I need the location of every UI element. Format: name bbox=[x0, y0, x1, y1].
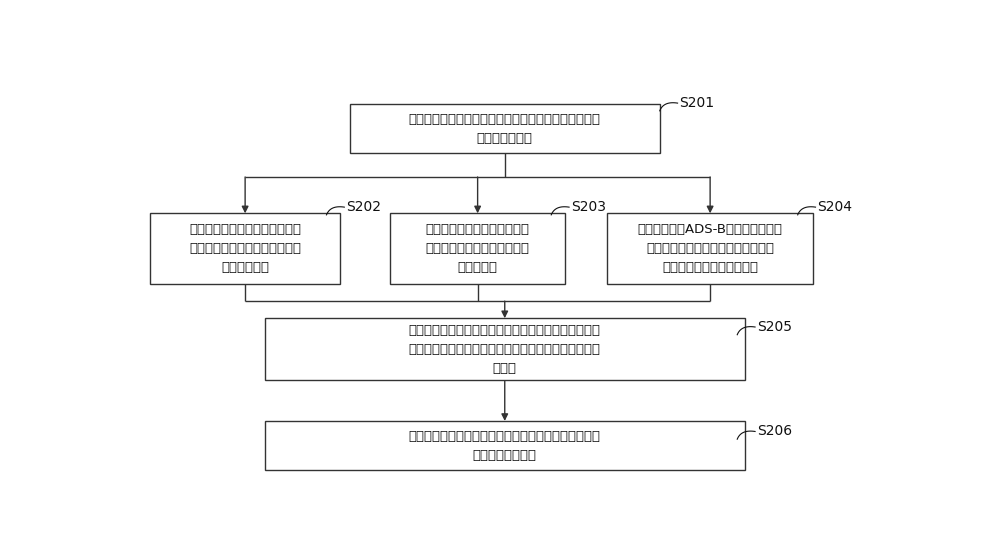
Text: S202: S202 bbox=[346, 200, 381, 214]
Text: 基于获取到的工作状态报文，确
定衡量各个设备工作状态的关键
指标是否正常: 基于获取到的工作状态报文，确 定衡量各个设备工作状态的关键 指标是否正常 bbox=[189, 223, 301, 274]
Text: 基于各项关键指标是否正常的判断结果和各项关键指标
分别对应的权重，确定场面多点定位系统对应的数据质
量分值: 基于各项关键指标是否正常的判断结果和各项关键指标 分别对应的权重，确定场面多点定… bbox=[409, 324, 601, 375]
Bar bbox=[150, 214, 340, 284]
Text: 获取场面多点定位系统输出的工作状态报文和针对指定
目标的目标报文: 获取场面多点定位系统输出的工作状态报文和针对指定 目标的目标报文 bbox=[409, 113, 601, 145]
Bar bbox=[607, 214, 813, 284]
Bar bbox=[264, 318, 745, 380]
Bar bbox=[350, 104, 660, 153]
Bar bbox=[264, 421, 745, 470]
Text: S206: S206 bbox=[757, 424, 792, 439]
Text: S203: S203 bbox=[571, 200, 606, 214]
Bar bbox=[390, 214, 565, 284]
Text: S204: S204 bbox=[817, 200, 852, 214]
Text: S201: S201 bbox=[679, 96, 714, 110]
Text: S205: S205 bbox=[757, 320, 792, 334]
Text: 若数据质量分值满足告警条件，则输出表示数据质量异
常的告警提示信息: 若数据质量分值满足告警条件，则输出表示数据质量异 常的告警提示信息 bbox=[409, 430, 601, 461]
Text: 基于获取到的目标报文，确定
衡量系统定位准确度的关键指
标是否正常: 基于获取到的目标报文，确定 衡量系统定位准确度的关键指 标是否正常 bbox=[426, 223, 530, 274]
Text: 基于获取到的ADS-B报告报文和目标
报文，确定衡量系统输出的定位数据
合理性的关键指标是否正常: 基于获取到的ADS-B报告报文和目标 报文，确定衡量系统输出的定位数据 合理性的… bbox=[638, 223, 783, 274]
